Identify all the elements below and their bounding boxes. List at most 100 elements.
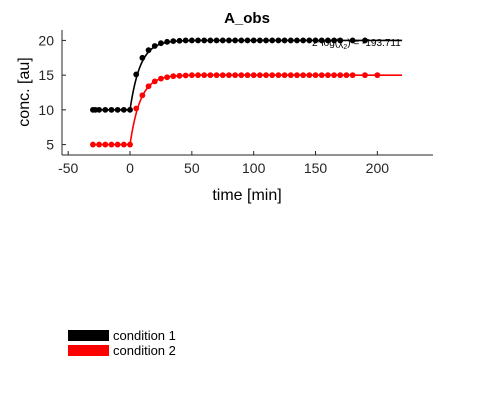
legend-swatch-condition-2 — [68, 345, 109, 356]
data-point — [139, 54, 146, 61]
data-point — [294, 72, 300, 79]
data-point — [250, 72, 257, 79]
data-point — [195, 37, 201, 44]
data-point — [312, 72, 319, 79]
data-point — [182, 37, 189, 44]
data-point — [238, 72, 245, 79]
legend-item-condition-1: condition 1 — [68, 328, 176, 343]
data-point — [133, 105, 140, 112]
x-tick-label: 50 — [184, 160, 200, 176]
data-points — [90, 37, 381, 148]
data-point — [287, 37, 294, 44]
data-point — [306, 72, 313, 79]
fit-annotation: 2*log(χ2) = -193.711 — [312, 38, 401, 51]
data-point — [263, 37, 269, 44]
data-point — [102, 141, 109, 148]
data-point — [108, 106, 115, 113]
legend: condition 1 condition 2 — [68, 328, 176, 358]
data-point — [114, 106, 121, 113]
data-point — [232, 37, 239, 44]
y-tick-label: 15 — [38, 67, 54, 83]
data-point — [219, 37, 226, 44]
data-point — [164, 74, 171, 81]
legend-swatch-condition-1 — [68, 330, 109, 341]
y-tick-label: 10 — [38, 102, 54, 118]
data-point — [226, 37, 232, 44]
data-point — [145, 83, 152, 90]
data-point — [133, 71, 140, 78]
data-point — [269, 37, 276, 44]
data-point — [331, 37, 337, 44]
data-point — [362, 37, 368, 44]
data-point — [207, 37, 214, 44]
data-point — [96, 106, 102, 113]
data-point — [151, 43, 158, 49]
x-tick-label: 100 — [242, 160, 266, 176]
data-point — [127, 106, 133, 113]
data-point — [281, 37, 288, 44]
data-point — [188, 72, 195, 79]
x-tick-label: 200 — [366, 160, 390, 176]
data-point — [120, 141, 127, 148]
data-point — [226, 72, 232, 79]
fit-lines — [92, 39, 403, 146]
data-point — [195, 72, 201, 79]
data-point — [256, 72, 263, 79]
data-point — [90, 141, 96, 148]
data-point — [374, 72, 381, 79]
data-point — [158, 75, 164, 82]
data-point — [201, 72, 208, 79]
data-point — [232, 72, 239, 79]
data-point — [145, 47, 152, 54]
data-point — [294, 37, 300, 44]
data-point — [176, 72, 183, 79]
data-point — [158, 40, 164, 47]
data-point — [170, 38, 177, 45]
data-point — [269, 72, 276, 79]
data-point — [306, 37, 313, 44]
data-point — [318, 37, 325, 44]
data-point — [238, 37, 245, 44]
legend-label: condition 1 — [113, 328, 176, 343]
data-point — [139, 92, 146, 99]
x-tick-label: -50 — [58, 160, 78, 176]
data-point — [324, 72, 331, 79]
data-point — [275, 72, 282, 79]
data-point — [362, 72, 368, 79]
y-axis-label: conc. [au] — [16, 57, 33, 126]
chart-title: A_obs — [224, 10, 270, 27]
data-point — [312, 37, 319, 44]
axes: -50 0 50 100 150 200 5 10 15 20 — [38, 30, 433, 176]
x-axis-label: time [min] — [212, 187, 281, 204]
data-point — [337, 72, 344, 79]
data-point — [108, 141, 115, 148]
data-point — [281, 72, 288, 79]
data-point — [114, 141, 121, 148]
legend-label: condition 2 — [113, 343, 176, 358]
data-point — [120, 106, 127, 113]
data-point — [250, 37, 257, 44]
data-point — [170, 73, 177, 80]
data-point — [256, 37, 263, 44]
data-point — [244, 37, 251, 44]
data-point — [349, 72, 356, 79]
data-point — [188, 37, 195, 44]
data-point — [337, 37, 344, 44]
data-point — [96, 141, 102, 148]
data-point — [331, 72, 337, 79]
x-tick-label: 150 — [304, 160, 328, 176]
data-point — [300, 37, 307, 44]
data-point — [201, 37, 208, 44]
data-point — [244, 72, 251, 79]
data-point — [213, 72, 220, 79]
data-point — [102, 106, 109, 113]
data-point — [275, 37, 282, 44]
legend-item-condition-2: condition 2 — [68, 343, 176, 358]
data-point — [127, 141, 133, 148]
data-point — [219, 72, 226, 79]
data-point — [207, 72, 214, 79]
data-point — [349, 37, 356, 44]
data-point — [343, 72, 350, 79]
y-tick-label: 5 — [46, 137, 54, 153]
